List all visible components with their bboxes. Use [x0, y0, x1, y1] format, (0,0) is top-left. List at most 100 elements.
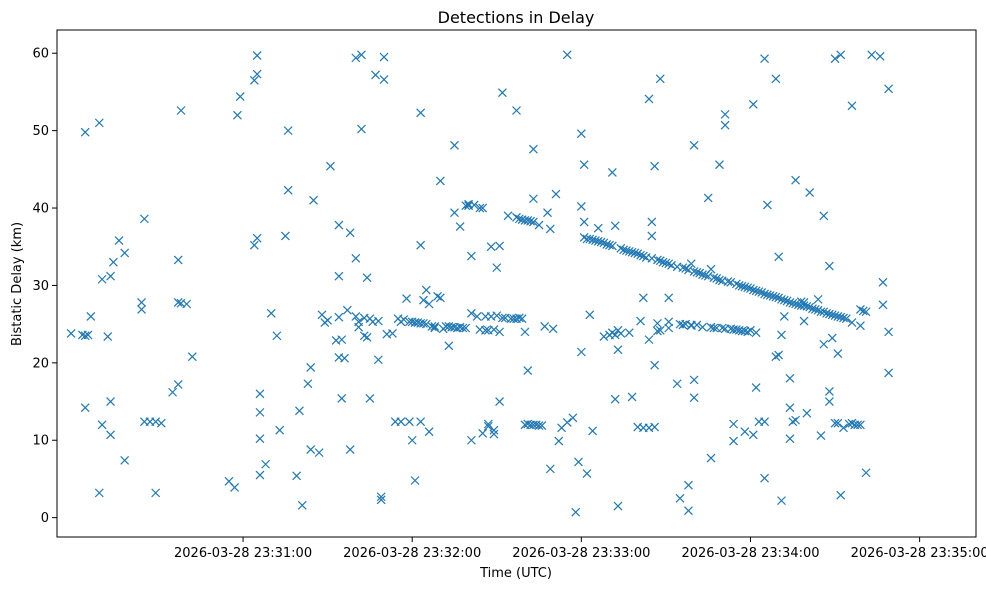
data-point	[861, 307, 871, 317]
data-point	[619, 245, 629, 255]
data-point	[816, 431, 826, 441]
data-point	[836, 312, 846, 322]
data-point	[283, 126, 293, 136]
data-point	[785, 403, 795, 413]
data-point	[540, 322, 550, 331]
data-point	[585, 234, 595, 244]
y-tick-label: 0	[41, 511, 49, 526]
data-point	[774, 293, 784, 303]
data-point	[475, 203, 485, 213]
data-point	[636, 316, 645, 326]
data-point	[833, 349, 843, 358]
data-point	[512, 106, 521, 115]
data-point	[839, 313, 848, 323]
data-point	[729, 436, 738, 446]
data-point	[746, 325, 755, 335]
data-point	[720, 120, 730, 130]
data-point	[824, 397, 834, 406]
data-point	[461, 201, 471, 211]
data-point	[605, 240, 614, 250]
x-tick-label: 2026-03-28 23:34:00	[681, 546, 819, 561]
data-point	[481, 325, 490, 335]
data-point	[762, 200, 772, 210]
data-point	[858, 306, 868, 316]
data-point	[805, 302, 815, 312]
data-point	[647, 217, 657, 227]
data-point	[83, 330, 93, 340]
data-point	[421, 319, 431, 329]
data-point	[768, 291, 778, 301]
data-point	[297, 500, 307, 510]
data-point	[779, 295, 789, 305]
data-point	[435, 176, 445, 186]
data-point	[853, 420, 863, 430]
data-point	[808, 304, 817, 314]
data-point	[833, 418, 843, 428]
data-point	[528, 144, 538, 154]
data-point	[599, 332, 609, 341]
y-tick-label: 60	[32, 47, 49, 62]
data-point	[884, 368, 894, 378]
data-point	[478, 428, 488, 438]
data-point	[588, 426, 598, 436]
data-point	[647, 253, 657, 263]
data-point	[326, 161, 335, 171]
data-point	[576, 347, 586, 357]
data-point	[396, 417, 406, 427]
data-point	[715, 160, 724, 170]
data-point	[249, 75, 259, 85]
data-point	[345, 228, 355, 238]
data-point	[280, 231, 290, 241]
data-point	[379, 75, 389, 84]
data-point	[782, 296, 792, 306]
data-point	[664, 317, 674, 327]
data-point	[576, 129, 586, 139]
data-point	[788, 298, 798, 308]
data-point	[695, 268, 705, 278]
data-point	[306, 445, 316, 454]
data-point	[616, 243, 626, 253]
data-point	[777, 294, 786, 304]
data-point	[698, 322, 707, 332]
data-point	[760, 54, 769, 64]
data-point	[306, 363, 316, 372]
data-point	[774, 252, 784, 262]
data-point	[712, 274, 722, 283]
data-point	[855, 420, 865, 430]
data-point	[430, 322, 440, 331]
data-point	[748, 430, 758, 440]
data-point	[653, 326, 662, 336]
data-point	[275, 425, 285, 435]
data-point	[323, 315, 333, 325]
data-point	[314, 448, 324, 458]
data-point	[106, 271, 115, 281]
data-point	[720, 109, 730, 119]
data-point	[751, 383, 761, 393]
data-point	[813, 305, 823, 315]
data-point	[630, 248, 640, 258]
data-point	[249, 240, 259, 250]
data-point	[492, 311, 502, 321]
data-point	[582, 469, 592, 478]
x-axis-ticks: 2026-03-28 23:31:00 2026-03-28 23:32:00 20…	[174, 537, 986, 561]
data-point	[444, 341, 454, 351]
data-point	[771, 74, 781, 84]
data-point	[543, 208, 552, 218]
data-point	[427, 322, 437, 331]
data-point	[424, 427, 434, 437]
data-point	[568, 413, 578, 423]
data-point	[351, 311, 361, 321]
data-point	[520, 327, 530, 337]
data-point	[579, 160, 589, 170]
data-point	[655, 74, 665, 84]
data-point	[489, 425, 499, 435]
data-point	[653, 318, 662, 328]
data-point	[404, 417, 414, 427]
data-point	[526, 216, 536, 226]
data-point	[709, 273, 719, 283]
y-axis-label: Bistatic Delay (km)	[10, 222, 25, 346]
data-point	[644, 335, 654, 345]
data-point	[585, 310, 595, 320]
data-point	[97, 274, 107, 284]
data-point	[731, 279, 741, 289]
